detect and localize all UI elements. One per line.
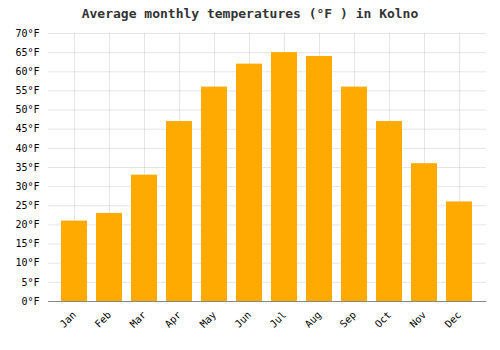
svg-text:Aug: Aug (303, 309, 324, 330)
svg-text:Sep: Sep (338, 309, 359, 330)
svg-text:Mar: Mar (128, 309, 149, 330)
svg-text:10°F: 10°F (15, 257, 39, 268)
svg-text:20°F: 20°F (15, 219, 39, 230)
svg-text:Apr: Apr (163, 309, 184, 330)
svg-text:60°F: 60°F (15, 66, 39, 77)
svg-text:55°F: 55°F (15, 85, 39, 96)
svg-text:Dec: Dec (443, 309, 464, 330)
svg-text:45°F: 45°F (15, 123, 39, 134)
svg-text:15°F: 15°F (15, 238, 39, 249)
svg-text:Feb: Feb (93, 309, 114, 330)
svg-text:Nov: Nov (408, 309, 429, 330)
svg-text:35°F: 35°F (15, 162, 39, 173)
svg-text:Oct: Oct (373, 309, 394, 330)
svg-text:May: May (198, 309, 219, 330)
svg-text:40°F: 40°F (15, 143, 39, 154)
svg-text:65°F: 65°F (15, 47, 39, 58)
svg-text:0°F: 0°F (21, 296, 39, 307)
svg-text:30°F: 30°F (15, 181, 39, 192)
html-text:Average monthly temperatures (: Average monthly temperatures (°F ) in Ko… (81, 6, 419, 21)
svg-text:Jul: Jul (268, 309, 289, 330)
svg-text:Jun: Jun (233, 309, 254, 330)
svg-text:Jan: Jan (58, 309, 79, 330)
svg-text:5°F: 5°F (21, 277, 39, 288)
svg-text:70°F: 70°F (15, 28, 39, 39)
svg-text:50°F: 50°F (15, 104, 39, 115)
svg-text:25°F: 25°F (15, 200, 39, 211)
